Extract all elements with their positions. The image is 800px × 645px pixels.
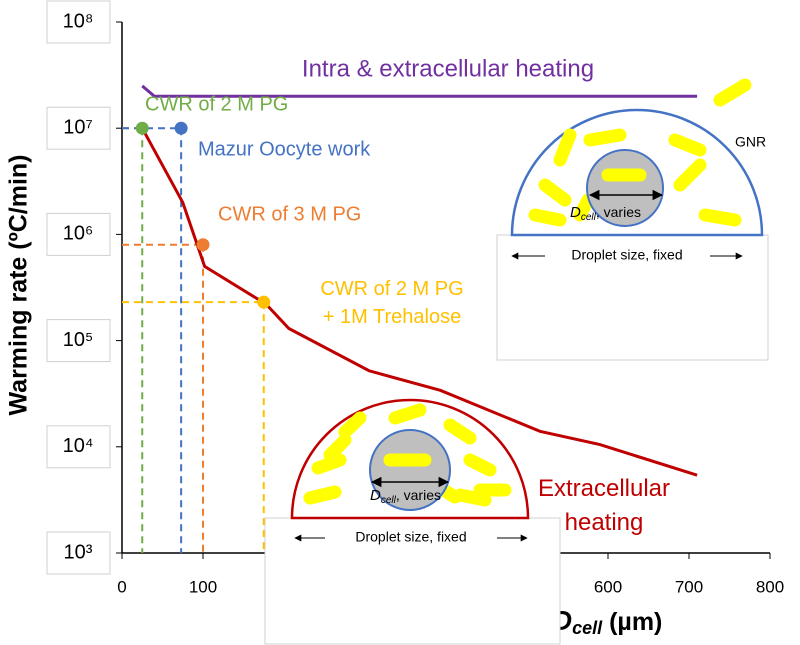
- gnr-label: GNR: [735, 134, 766, 150]
- x-label-unit: (µm): [602, 608, 662, 636]
- y-tick-box: [46, 0, 111, 44]
- series-line: [141, 84, 698, 98]
- series-line: [140, 127, 698, 477]
- gnr: [553, 128, 577, 167]
- gnr: [583, 128, 627, 147]
- y-tick-label: 10⁸: [63, 10, 94, 32]
- y-tick-label: 10⁵: [63, 329, 94, 351]
- cell-label: Dcell, varies: [570, 204, 641, 223]
- cell-label: Dcell, varies: [370, 487, 441, 506]
- data-point: [196, 238, 210, 252]
- gnr: [443, 418, 477, 445]
- gnr: [668, 133, 707, 157]
- gnr: [453, 488, 492, 507]
- y-tick-label: 10⁷: [63, 116, 92, 138]
- x-tick-label: 700: [675, 577, 703, 596]
- point-label-line: + 1M Trehalose: [323, 306, 461, 328]
- x-label-sub: cell: [572, 618, 603, 638]
- gnr: [713, 78, 752, 107]
- point-label: CWR of 3 M PG: [218, 203, 361, 225]
- data-point: [174, 121, 188, 135]
- inset-top: GNR Dcell, varies Droplet size, fixed: [496, 78, 769, 361]
- x-tick-label: 800: [756, 577, 784, 596]
- x-tick-label: 600: [594, 577, 622, 596]
- data-point: [135, 121, 149, 135]
- y-tick-box: [46, 319, 111, 363]
- gnr: [673, 158, 707, 192]
- cell-sub: cell: [381, 495, 397, 506]
- inset-bottom: Dcell, varies Droplet size, fixed: [264, 398, 561, 645]
- gnr: [338, 411, 367, 439]
- series-label-line: heating: [565, 509, 644, 536]
- gnr: [303, 485, 342, 505]
- gnr: [323, 433, 352, 462]
- cell-text: , varies: [596, 204, 641, 220]
- y-tick-box: [46, 106, 111, 150]
- gnr: [311, 453, 347, 475]
- gnr: [528, 208, 567, 227]
- cell-text: , varies: [396, 487, 441, 503]
- y-tick-box: [46, 425, 111, 469]
- series-label-line: Extracellular: [538, 475, 670, 502]
- gnr: [538, 178, 572, 207]
- point-label-line: CWR of 2 M PG: [320, 278, 463, 300]
- gnr: [388, 403, 427, 425]
- x-tick-label: 0: [117, 577, 126, 596]
- droplet-label: Droplet size, fixed: [571, 247, 682, 263]
- y-axis-label: Warming rate (ºC/min): [5, 155, 33, 416]
- cell-var: D: [370, 487, 381, 504]
- point-label: CWR of 2 M PG: [145, 93, 288, 115]
- y-tick-label: 10⁴: [63, 435, 94, 457]
- cell-sub: cell: [581, 212, 597, 223]
- x-tick-label: 100: [189, 577, 217, 596]
- point-label: Mazur Oocyte work: [198, 138, 371, 160]
- cell-var: D: [570, 204, 581, 221]
- droplet-label: Droplet size, fixed: [355, 529, 466, 545]
- inset-box: [264, 517, 561, 645]
- gnr: [698, 208, 742, 227]
- gnr: [463, 453, 497, 477]
- y-tick-label: 10⁶: [63, 223, 93, 245]
- data-point: [257, 295, 271, 309]
- series-label: Extracellular heating: [538, 475, 670, 536]
- cell: [369, 429, 451, 511]
- gnr: [573, 193, 595, 222]
- y-tick-box: [46, 212, 111, 256]
- y-tick-label: 10³: [64, 541, 93, 563]
- point-label: CWR of 2 M PG + 1M Trehalose: [320, 278, 463, 328]
- y-tick-box: [46, 531, 111, 575]
- series-label: Intra & extracellular heating: [302, 55, 594, 82]
